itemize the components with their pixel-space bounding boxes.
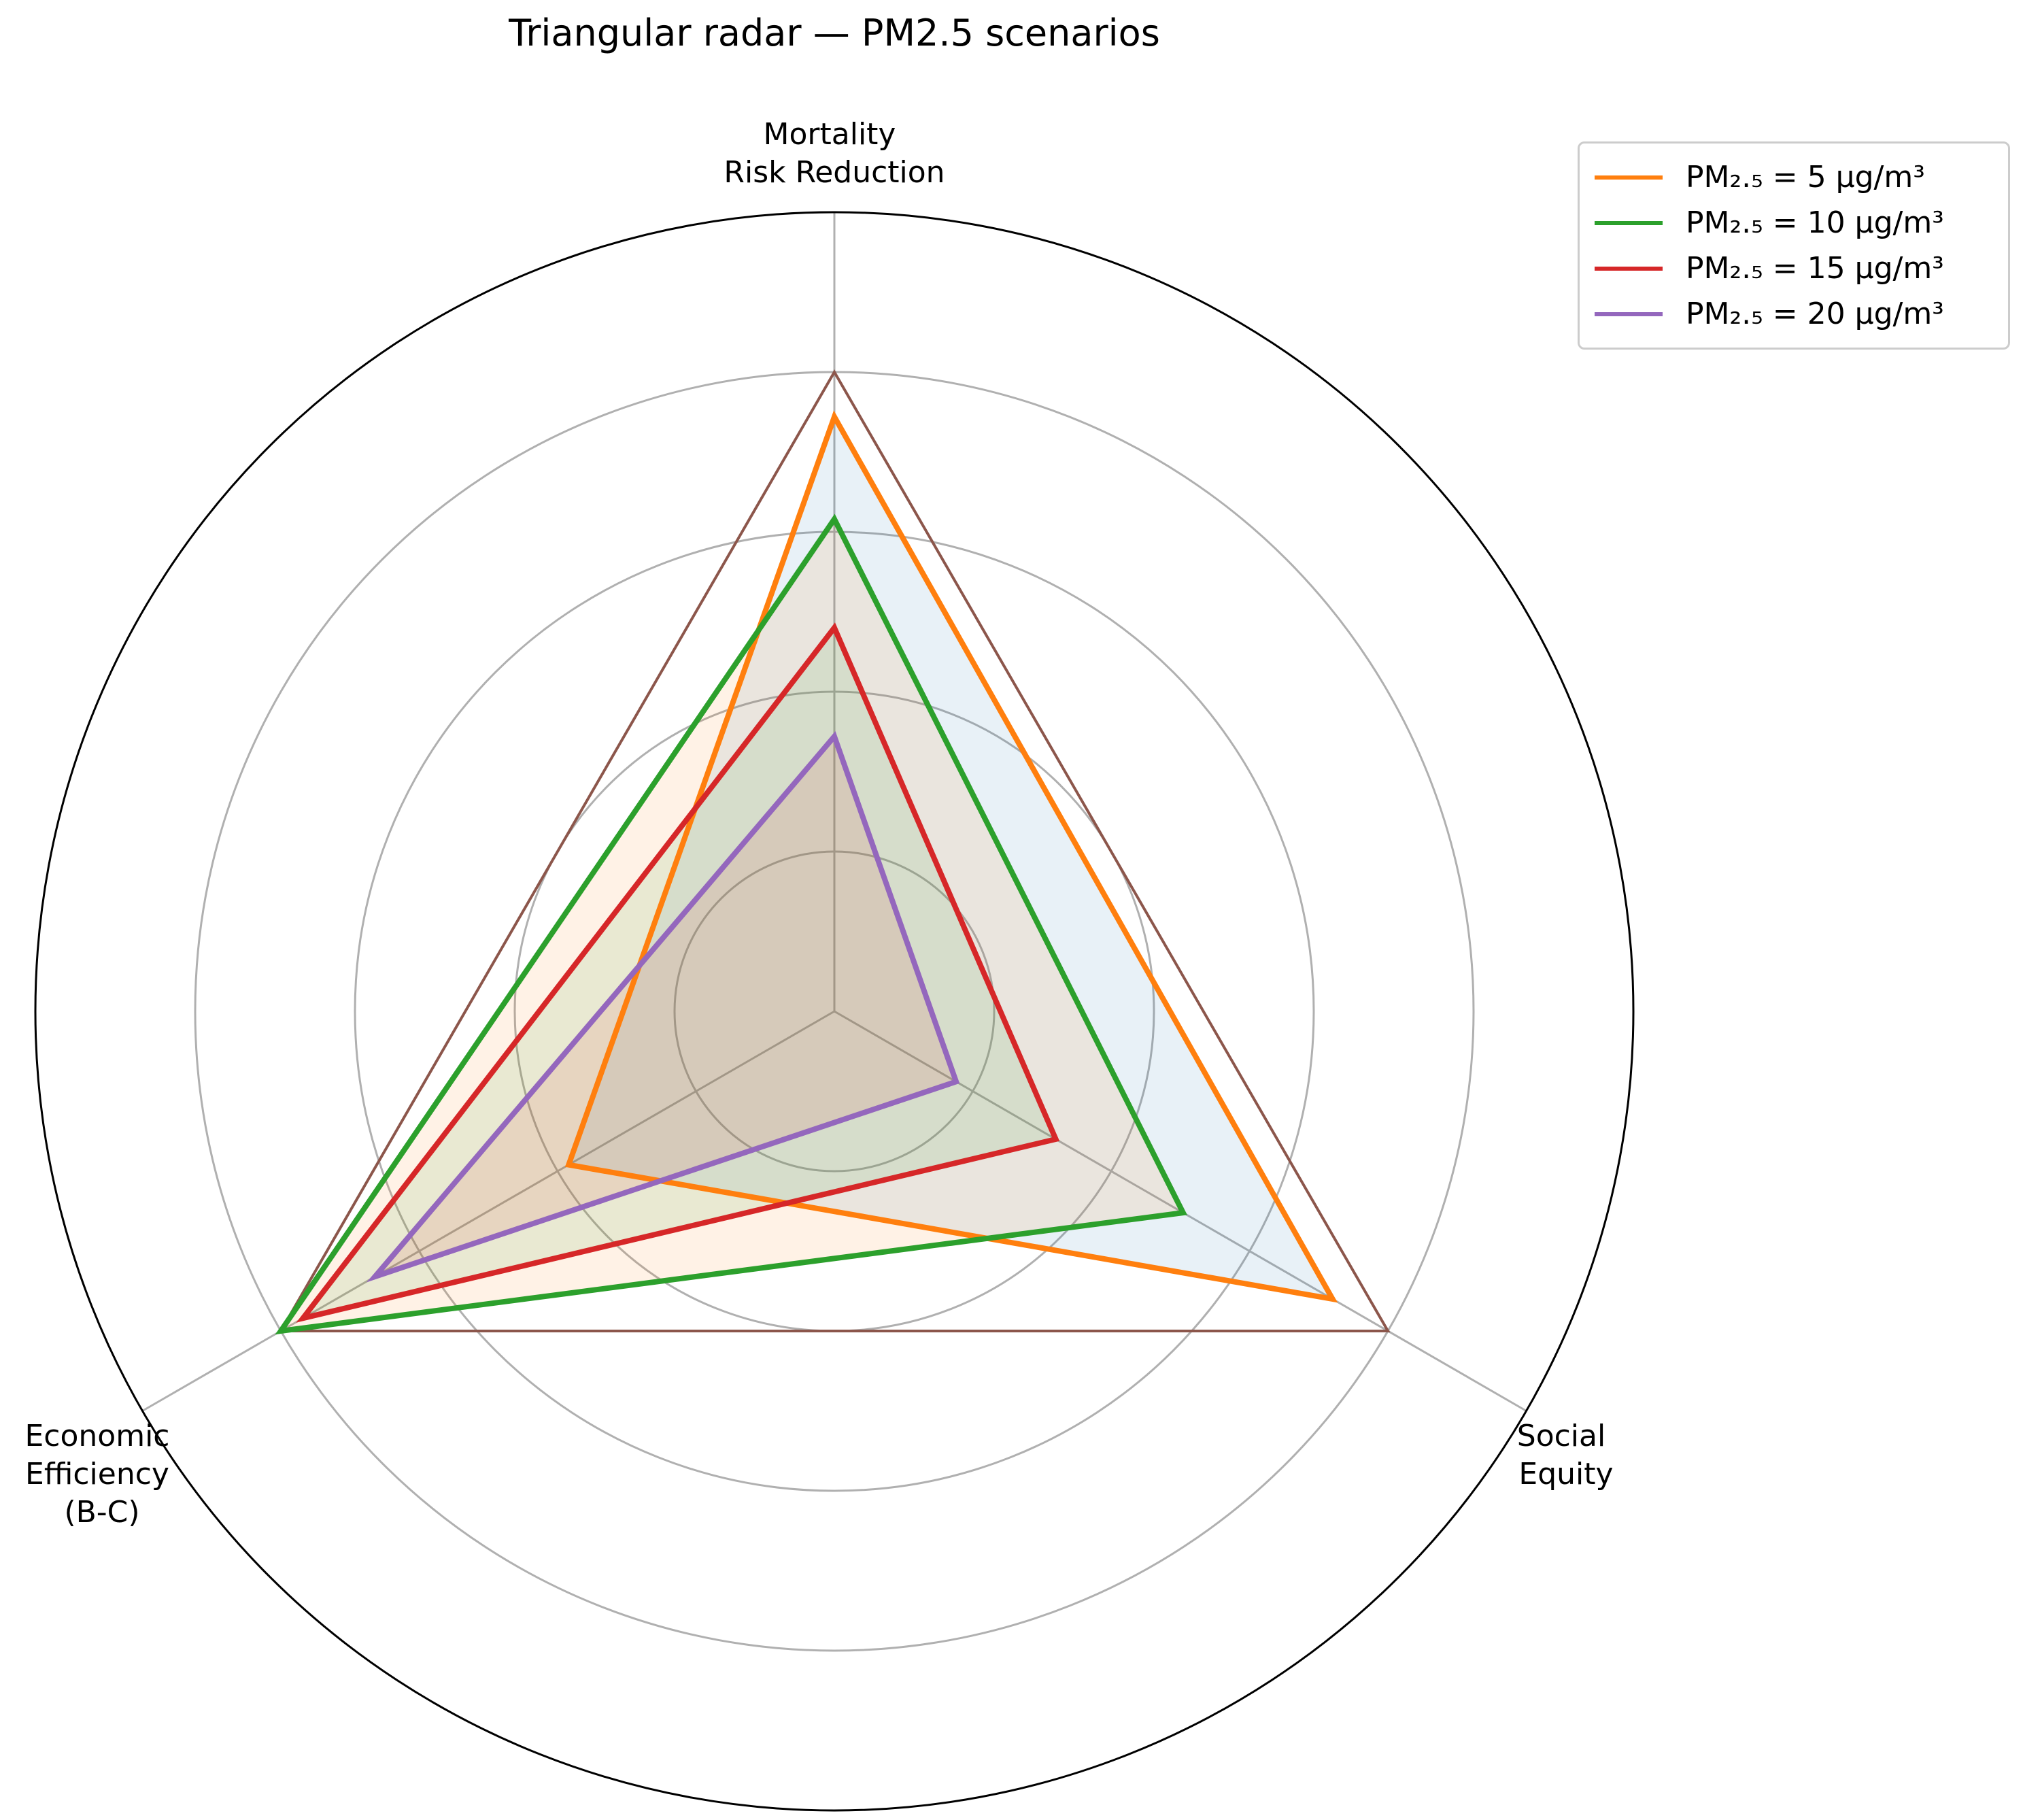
- axis-label-economic-efficiency: Economic Efficiency (B-C): [25, 1419, 180, 1530]
- outer-frame: [34, 211, 1635, 1812]
- legend-item-pm10: PM₂.₅ = 10 μg/m³: [1595, 200, 1993, 246]
- series-line-1: [564, 410, 1338, 1303]
- series-line-3: [296, 622, 1060, 1323]
- legend-swatch-pm10: [1595, 220, 1663, 225]
- series-line-2: [275, 513, 1187, 1335]
- legend: PM₂.₅ = 5 μg/m³ PM₂.₅ = 10 μg/m³ PM₂.₅ =…: [1578, 141, 2010, 350]
- legend-label-pm5: PM₂.₅ = 5 μg/m³: [1686, 160, 1925, 195]
- axis-labels: Mortality Risk Reduction Social Equity E…: [25, 117, 1615, 1530]
- legend-swatch-pm5: [1595, 175, 1663, 180]
- series-fills: [280, 416, 1333, 1332]
- series-fill-4: [375, 736, 957, 1277]
- axis-label-mortality-line-2: Risk Reduction: [724, 155, 945, 190]
- series-line-4: [366, 730, 960, 1283]
- legend-item-pm5: PM₂.₅ = 5 μg/m³: [1595, 154, 1993, 200]
- legend-item-pm20: PM₂.₅ = 20 μg/m³: [1595, 291, 1993, 337]
- legend-label-pm10: PM₂.₅ = 10 μg/m³: [1686, 205, 1944, 240]
- series-fill-1: [568, 416, 1333, 1299]
- spoke-3: [141, 1010, 835, 1412]
- axis-label-economic-line-1: Economic: [25, 1419, 170, 1453]
- axis-label-social-line-1: Social: [1517, 1419, 1605, 1453]
- axis-label-economic-line-2: Efficiency: [25, 1457, 169, 1492]
- legend-swatch-pm15: [1595, 266, 1663, 271]
- axis-label-social-equity: Social Equity: [1517, 1419, 1615, 1492]
- axis-label-social-line-2: Equity: [1518, 1457, 1613, 1492]
- axis-label-economic-line-3: (B-C): [64, 1495, 139, 1530]
- legend-label-pm20: PM₂.₅ = 20 μg/m³: [1686, 297, 1944, 331]
- legend-label-pm15: PM₂.₅ = 15 μg/m³: [1686, 251, 1944, 286]
- series-fill-2: [280, 519, 1183, 1332]
- series-lines: [275, 369, 1391, 1335]
- reference-triangle: [278, 369, 1391, 1332]
- series-fill-3: [303, 628, 1056, 1319]
- chart-title: Triangular radar — PM2.5 scenarios: [508, 12, 1160, 54]
- legend-item-pm15: PM₂.₅ = 15 μg/m³: [1595, 246, 1993, 291]
- legend-swatch-pm20: [1595, 311, 1663, 316]
- axis-label-mortality: Mortality Risk Reduction: [724, 117, 945, 190]
- axis-label-mortality-line-1: Mortality: [764, 117, 896, 152]
